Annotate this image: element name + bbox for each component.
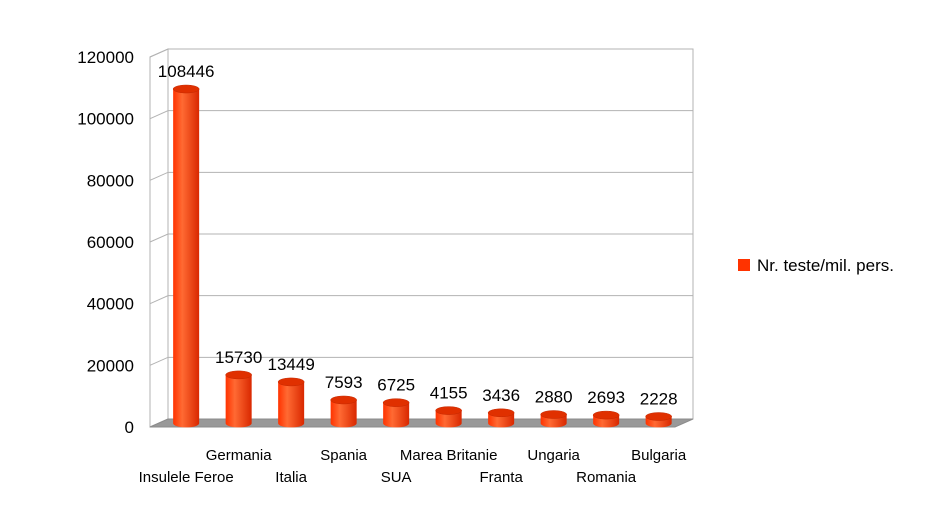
bar: [435, 406, 462, 428]
bar-body: [225, 374, 252, 428]
x-tick-label: Franta: [479, 469, 523, 486]
bar: [172, 84, 200, 428]
plot-walls: [149, 48, 694, 428]
data-label: 108446: [158, 62, 215, 81]
data-label: 4155: [430, 384, 468, 403]
bars: [172, 84, 672, 428]
x-tick-label: Spania: [320, 447, 367, 464]
gridline: [149, 110, 693, 120]
bar-top: [225, 370, 252, 380]
gridlines: [149, 48, 693, 366]
x-tick-label: Ungaria: [527, 447, 580, 464]
bar-body: [173, 89, 200, 428]
bar-body: [278, 381, 305, 428]
y-tick-label: 100000: [77, 110, 134, 129]
y-tick-label: 40000: [87, 295, 134, 314]
legend-label: Nr. teste/mil. pers.: [757, 256, 894, 275]
x-tick-label: Bulgaria: [631, 447, 687, 464]
x-tick-label: Insulele Feroe: [139, 469, 234, 486]
data-labels: 108446 15730 13449 7593 6725 4155 3436 2880 2693…: [158, 62, 678, 409]
gridline: [149, 233, 693, 243]
data-label: 15730: [215, 348, 262, 367]
y-tick-label: 20000: [87, 356, 134, 375]
data-label: 3436: [482, 386, 520, 405]
data-label: 2228: [640, 390, 678, 409]
data-label: 2880: [535, 388, 573, 407]
bar: [382, 398, 410, 428]
bar-top: [172, 84, 200, 94]
bar: [540, 410, 567, 428]
y-tick-label: 0: [125, 418, 134, 437]
bar-body: [330, 399, 357, 428]
y-tick-label: 120000: [77, 48, 134, 67]
y-axis: 0 20000 40000 60000 80000 100000 120000: [77, 48, 134, 437]
legend: Nr. teste/mil. pers.: [738, 256, 894, 275]
bar-body: [435, 410, 462, 428]
x-tick-label: Italia: [275, 469, 307, 486]
x-tick-label: Germania: [206, 447, 273, 464]
bar-top: [330, 395, 357, 405]
bar: [225, 370, 252, 428]
x-tick-label: SUA: [381, 469, 412, 486]
data-label: 7593: [325, 373, 363, 392]
bar-top: [645, 412, 672, 421]
gridline: [149, 356, 693, 366]
gridline: [149, 295, 693, 305]
bar: [645, 412, 672, 428]
bar-body: [383, 402, 410, 428]
data-label: 13449: [268, 355, 315, 374]
bar: [592, 410, 620, 428]
bar-top: [487, 408, 515, 418]
bar-top: [592, 410, 620, 420]
data-label: 2693: [587, 388, 625, 407]
y-tick-label: 60000: [87, 233, 134, 252]
bar: [277, 377, 305, 428]
x-tick-label: Romania: [576, 469, 637, 486]
data-label: 6725: [377, 376, 415, 395]
bar-top: [382, 398, 410, 407]
bar-top: [277, 377, 305, 387]
bar: [330, 395, 357, 428]
bar-top: [540, 410, 567, 419]
bar-top: [435, 406, 462, 415]
gridline: [149, 48, 693, 58]
y-tick-label: 80000: [87, 171, 134, 190]
gridline: [149, 171, 693, 181]
bar: [487, 408, 515, 428]
x-tick-label: Marea Britanie: [400, 447, 498, 464]
legend-swatch: [738, 259, 750, 271]
